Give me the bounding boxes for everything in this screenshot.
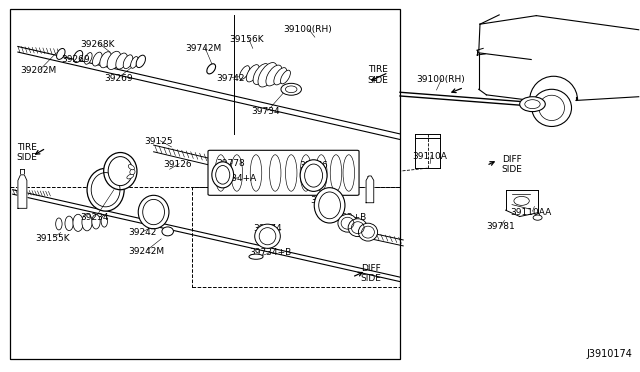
Text: DIFF
SIDE: DIFF SIDE bbox=[502, 155, 522, 174]
FancyBboxPatch shape bbox=[208, 150, 359, 195]
Ellipse shape bbox=[127, 174, 134, 179]
Ellipse shape bbox=[249, 254, 263, 259]
Ellipse shape bbox=[136, 55, 145, 68]
Ellipse shape bbox=[348, 219, 367, 237]
Ellipse shape bbox=[128, 164, 134, 170]
Circle shape bbox=[520, 97, 545, 112]
Text: 39734+A: 39734+A bbox=[214, 174, 257, 183]
Text: 39202M: 39202M bbox=[20, 66, 56, 75]
Text: 39742M: 39742M bbox=[186, 44, 221, 53]
Ellipse shape bbox=[131, 57, 138, 68]
Text: 39774: 39774 bbox=[253, 224, 282, 233]
Ellipse shape bbox=[130, 169, 135, 175]
Ellipse shape bbox=[258, 62, 277, 87]
Ellipse shape bbox=[138, 195, 169, 229]
Circle shape bbox=[514, 196, 529, 205]
Text: TIRE
SIDE: TIRE SIDE bbox=[17, 143, 37, 162]
Ellipse shape bbox=[162, 227, 173, 236]
Ellipse shape bbox=[212, 162, 234, 188]
Ellipse shape bbox=[87, 168, 124, 211]
Ellipse shape bbox=[338, 214, 357, 232]
Text: 39100(RH): 39100(RH) bbox=[283, 25, 332, 34]
Text: 39778: 39778 bbox=[216, 159, 244, 168]
Bar bbox=[10, 9, 400, 359]
Ellipse shape bbox=[104, 153, 137, 190]
Text: 39734+B: 39734+B bbox=[249, 248, 291, 257]
Text: 39742: 39742 bbox=[216, 74, 244, 83]
Ellipse shape bbox=[65, 216, 73, 231]
Ellipse shape bbox=[300, 160, 327, 191]
Ellipse shape bbox=[532, 89, 572, 126]
Ellipse shape bbox=[92, 214, 100, 229]
Text: J3910174: J3910174 bbox=[586, 349, 632, 359]
Text: 39781: 39781 bbox=[486, 222, 515, 231]
Text: 39269: 39269 bbox=[104, 74, 132, 83]
Text: 39110AA: 39110AA bbox=[511, 208, 552, 217]
Ellipse shape bbox=[107, 51, 121, 70]
Text: 39110A: 39110A bbox=[413, 152, 447, 161]
Polygon shape bbox=[366, 176, 374, 203]
Text: 39155K: 39155K bbox=[35, 234, 70, 243]
Text: 39100(RH): 39100(RH) bbox=[416, 76, 465, 84]
Text: 39775: 39775 bbox=[311, 196, 339, 205]
Ellipse shape bbox=[116, 53, 127, 69]
Text: 39156K: 39156K bbox=[229, 35, 264, 44]
Ellipse shape bbox=[100, 52, 111, 68]
Text: 39242: 39242 bbox=[128, 228, 156, 237]
Text: 39269: 39269 bbox=[61, 55, 90, 64]
Ellipse shape bbox=[84, 52, 92, 64]
Ellipse shape bbox=[82, 214, 92, 231]
Ellipse shape bbox=[246, 65, 259, 82]
Ellipse shape bbox=[266, 65, 282, 86]
Bar bbox=[10, 187, 400, 359]
Text: 39125: 39125 bbox=[145, 137, 173, 146]
Text: 39776: 39776 bbox=[300, 161, 328, 170]
Ellipse shape bbox=[108, 157, 132, 186]
Ellipse shape bbox=[73, 214, 83, 231]
Bar bbox=[192, 187, 400, 287]
Ellipse shape bbox=[56, 218, 62, 230]
Ellipse shape bbox=[101, 215, 108, 227]
Text: TIRE
SIDE: TIRE SIDE bbox=[367, 65, 388, 85]
Ellipse shape bbox=[124, 55, 132, 69]
Ellipse shape bbox=[255, 224, 280, 248]
Ellipse shape bbox=[314, 187, 345, 223]
Circle shape bbox=[281, 83, 301, 95]
Ellipse shape bbox=[280, 70, 291, 84]
Ellipse shape bbox=[274, 68, 287, 85]
Text: 39126: 39126 bbox=[164, 160, 192, 169]
Ellipse shape bbox=[253, 64, 269, 84]
Ellipse shape bbox=[56, 48, 65, 60]
Polygon shape bbox=[18, 175, 27, 208]
Ellipse shape bbox=[207, 64, 216, 74]
Ellipse shape bbox=[93, 52, 102, 66]
Ellipse shape bbox=[358, 223, 378, 241]
Text: 39734: 39734 bbox=[252, 107, 280, 116]
Text: 39234: 39234 bbox=[81, 213, 109, 222]
Text: 39242M: 39242M bbox=[128, 247, 164, 256]
Ellipse shape bbox=[239, 66, 250, 79]
Ellipse shape bbox=[74, 51, 83, 62]
Text: 39268K: 39268K bbox=[81, 40, 115, 49]
Text: 39752+B: 39752+B bbox=[324, 213, 367, 222]
Circle shape bbox=[533, 215, 542, 220]
Text: DIFF
SIDE: DIFF SIDE bbox=[361, 264, 381, 283]
